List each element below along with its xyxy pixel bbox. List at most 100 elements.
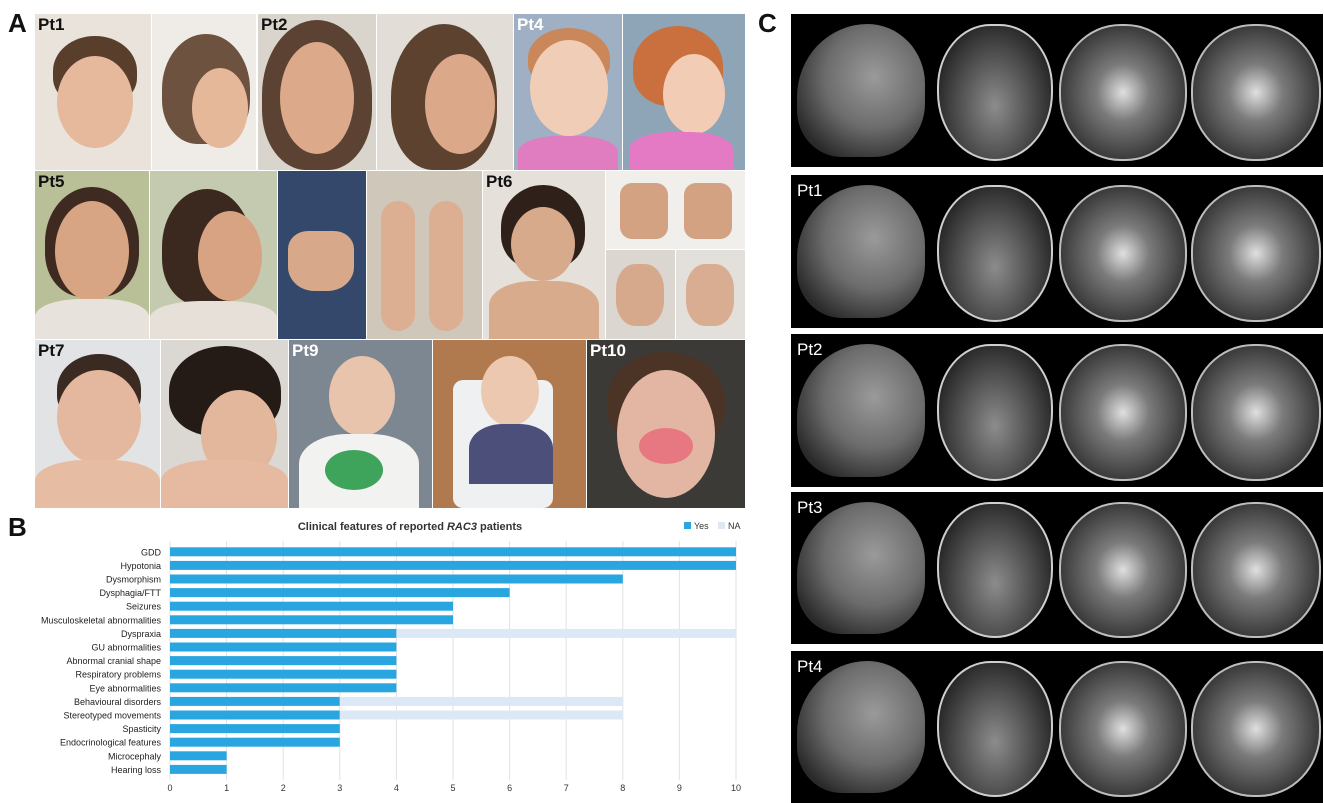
patient-photo [377, 14, 513, 170]
patient-photo: Pt2 [258, 14, 376, 170]
patient-photo [161, 340, 288, 508]
category-label: Behavioural disorders [74, 697, 162, 707]
bar-yes [170, 588, 510, 598]
mri-row-label: Pt1 [797, 181, 823, 200]
legend-swatch [718, 522, 725, 529]
patient-photo: Pt7 [35, 340, 160, 508]
patient-photo [606, 250, 675, 339]
axial-scan [937, 344, 1053, 481]
patient-photo [623, 14, 745, 170]
axial-scan [1191, 344, 1321, 481]
patient-photo: Pt6 [483, 171, 605, 339]
photo-label: Pt5 [38, 172, 65, 191]
category-label: Hypotonia [120, 561, 161, 571]
x-tick-label: 9 [677, 783, 682, 793]
x-tick-label: 0 [167, 783, 172, 793]
category-label: Spasticity [122, 724, 161, 734]
axial-scan [1191, 502, 1321, 638]
category-label: GU abnormalities [91, 643, 161, 653]
patient-photo: Pt9 [289, 340, 432, 508]
photo-label: Pt10 [590, 341, 626, 360]
bar-yes [170, 574, 623, 584]
patient-photo [367, 171, 482, 339]
sagittal-scan [797, 344, 925, 477]
chart-bars [170, 547, 736, 774]
bar-yes [170, 669, 397, 679]
axial-scan [937, 185, 1053, 322]
x-tick-label: 4 [394, 783, 399, 793]
bar-yes [170, 724, 340, 734]
bar-yes [170, 628, 397, 638]
axial-scan [937, 502, 1053, 638]
sagittal-scan [797, 661, 925, 793]
x-tick-label: 10 [731, 783, 741, 793]
legend-swatch [684, 522, 691, 529]
bar-na [339, 696, 623, 706]
bar-yes [170, 656, 397, 666]
bar-yes [170, 710, 340, 720]
bar-yes [170, 615, 453, 625]
bar-yes [170, 547, 736, 557]
x-tick-label: 3 [337, 783, 342, 793]
x-tick-label: 8 [620, 783, 625, 793]
bar-yes [170, 601, 453, 611]
patient-photo: Pt5 [35, 171, 149, 339]
bar-yes [170, 642, 397, 652]
bar-yes [170, 751, 227, 761]
mri-row-label: Pt2 [797, 340, 823, 359]
category-label: Dysphagia/FTT [99, 588, 161, 598]
mri-row-control [791, 14, 1323, 167]
category-label: Dyspraxia [121, 629, 161, 639]
legend-label: Yes [694, 521, 709, 531]
x-tick-label: 6 [507, 783, 512, 793]
patient-photo [606, 171, 745, 249]
mri-row-label: Pt3 [797, 498, 823, 517]
category-label: Abnormal cranial shape [66, 656, 161, 666]
axial-scan [937, 24, 1053, 161]
patient-photo: Pt1 [35, 14, 151, 170]
patient-photo [676, 250, 745, 339]
legend-label: NA [728, 521, 741, 531]
chart-legend: Yes NA [684, 521, 741, 531]
axial-scan [937, 661, 1053, 797]
category-label: Eye abnormalities [89, 683, 161, 693]
category-label: GDD [141, 547, 162, 557]
photo-label: Pt1 [38, 15, 65, 34]
axial-scan [1059, 661, 1187, 797]
x-tick-label: 7 [564, 783, 569, 793]
category-label: Hearing loss [111, 765, 162, 775]
patient-photo: Pt4 [514, 14, 622, 170]
mri-row-label: Pt4 [797, 657, 823, 676]
sagittal-scan [797, 185, 925, 318]
mri-row: Pt2 [791, 334, 1323, 487]
chart-title: Clinical features of reported RAC3 patie… [298, 521, 522, 533]
bar-yes [170, 737, 340, 747]
bar-yes [170, 683, 397, 693]
x-tick-label: 1 [224, 783, 229, 793]
category-label: Musculoskeletal abnormalities [41, 615, 162, 625]
photo-label: Pt6 [486, 172, 513, 191]
bar-yes [170, 696, 340, 706]
category-label: Dysmorphism [106, 575, 161, 585]
bar-na [396, 628, 736, 638]
mri-row: Pt3 [791, 492, 1323, 644]
category-label: Seizures [126, 602, 162, 612]
sagittal-scan [797, 502, 925, 634]
category-label: Stereotyped movements [63, 711, 161, 721]
bar-yes [170, 560, 736, 570]
bar-yes [170, 764, 227, 774]
photo-label: Pt4 [517, 15, 544, 34]
patient-photo [278, 171, 366, 339]
mri-row: Pt4 [791, 651, 1323, 803]
axial-scan [1191, 185, 1321, 322]
panel-label-c: C [758, 8, 777, 38]
sagittal-scan [797, 24, 925, 157]
panel-label-b: B [8, 512, 27, 542]
mri-row: Pt1 [791, 175, 1323, 328]
bar-na [339, 710, 623, 720]
patient-photo: Pt10 [587, 340, 745, 508]
axial-scan [1059, 344, 1187, 481]
category-label: Microcephaly [108, 751, 162, 761]
x-tick-label: 2 [281, 783, 286, 793]
patient-photo [433, 340, 586, 508]
